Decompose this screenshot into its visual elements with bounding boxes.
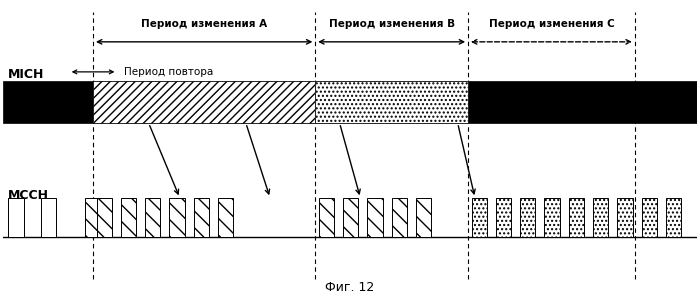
Bar xyxy=(315,81,468,123)
Text: MCCH: MCCH xyxy=(8,188,49,202)
Text: Фиг. 12: Фиг. 12 xyxy=(326,281,374,294)
Bar xyxy=(666,198,681,237)
Bar xyxy=(569,198,584,237)
Bar xyxy=(343,198,358,237)
Bar xyxy=(617,198,633,237)
Bar xyxy=(169,198,185,237)
Bar xyxy=(8,198,24,237)
Text: MICH: MICH xyxy=(8,68,45,81)
Bar xyxy=(194,198,209,237)
Bar xyxy=(368,198,383,237)
Bar xyxy=(416,198,431,237)
Bar xyxy=(97,198,112,237)
Bar xyxy=(3,81,697,123)
Bar xyxy=(85,198,101,237)
Bar xyxy=(392,198,407,237)
Text: Период изменения А: Период изменения А xyxy=(141,19,267,29)
Text: Период изменения C: Период изменения C xyxy=(489,19,615,29)
Bar xyxy=(496,198,511,237)
Bar xyxy=(218,198,233,237)
Bar xyxy=(145,198,160,237)
Bar xyxy=(593,198,608,237)
Text: Период изменения B: Период изменения B xyxy=(328,19,455,29)
Bar xyxy=(318,198,334,237)
Bar xyxy=(41,198,56,237)
Bar xyxy=(93,81,315,123)
Bar xyxy=(642,198,657,237)
Bar xyxy=(520,198,536,237)
Bar xyxy=(121,198,136,237)
Bar xyxy=(472,198,486,237)
Bar xyxy=(545,198,560,237)
Text: Период повтора: Период повтора xyxy=(125,67,214,77)
